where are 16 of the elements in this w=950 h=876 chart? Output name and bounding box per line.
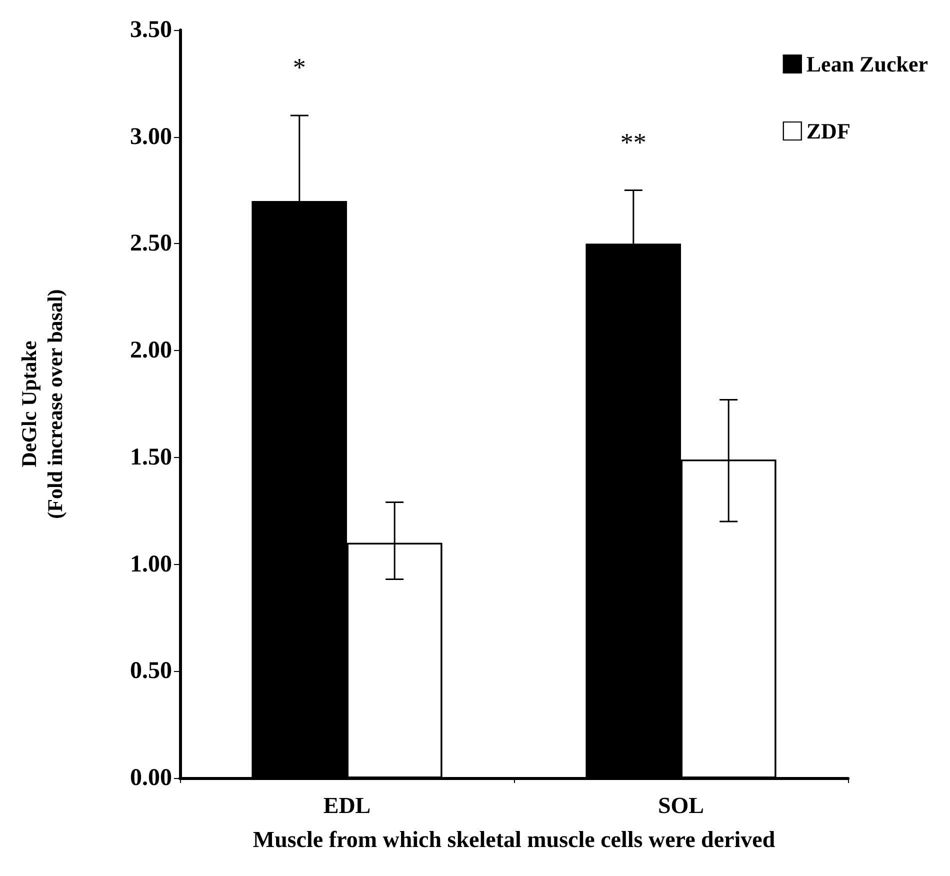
y-tick-label: 3.50 bbox=[130, 17, 172, 43]
x-axis-title: Muscle from which skeletal muscle cells were derived bbox=[252, 827, 776, 852]
annotation: ** bbox=[620, 128, 646, 157]
legend-label: ZDF bbox=[806, 118, 850, 144]
x-tick-label: SOL bbox=[658, 793, 704, 818]
x-tick-label: EDL bbox=[323, 793, 371, 818]
y-tick-label: 2.50 bbox=[130, 230, 172, 257]
y-tick-label: 2.00 bbox=[130, 338, 172, 364]
y-tick-label: 3.00 bbox=[130, 124, 172, 150]
y-tick-label: 0.00 bbox=[130, 765, 172, 791]
y-tick-label: 1.50 bbox=[130, 444, 172, 470]
annotation: * bbox=[292, 52, 306, 82]
y-tick-label: 1.00 bbox=[130, 551, 172, 578]
legend-label: Lean Zucker bbox=[806, 52, 928, 76]
y-tick-label: 0.50 bbox=[130, 658, 172, 684]
y-axis-title: DeGlc Uptake (Fold increase over basal) bbox=[17, 289, 67, 519]
